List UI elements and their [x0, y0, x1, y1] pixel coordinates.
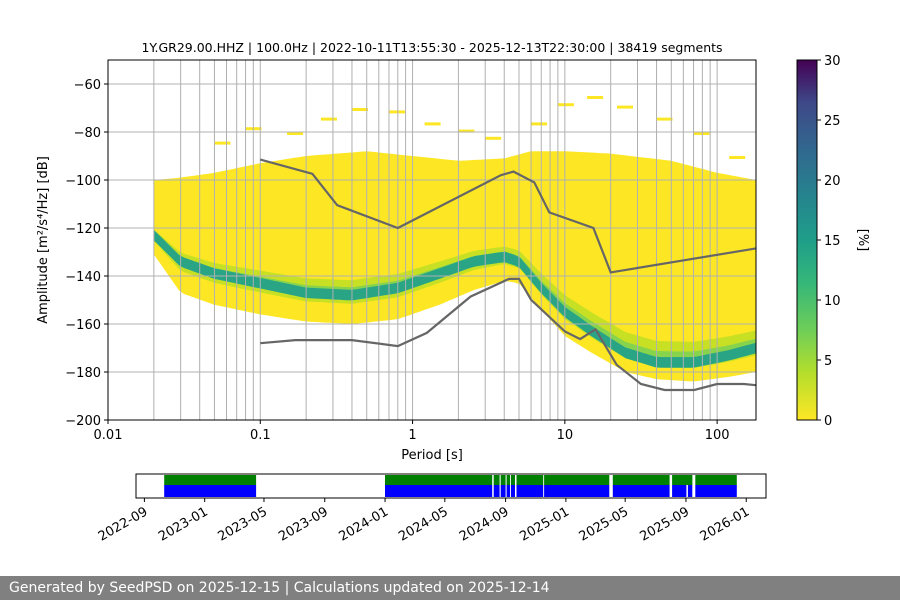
timeline-data-span — [672, 485, 687, 497]
density-outlier — [214, 141, 231, 145]
y-tick-label: −60 — [74, 78, 101, 93]
density-outlier — [617, 105, 633, 109]
timeline-tick-label: 2024-05 — [396, 504, 451, 544]
timeline-data-span — [695, 485, 737, 497]
grid-lines — [108, 60, 756, 421]
plot-frame — [107, 59, 757, 421]
colorbar-tick-label: 15 — [824, 234, 841, 249]
timeline-ticks: 2022-09 2023-01 2023-05 2023-09 2024-01 2024-… — [96, 498, 752, 545]
timeline-tick-label: 2023-09 — [276, 504, 331, 544]
timeline-data-span — [493, 485, 500, 497]
colorbar-tick-label: 30 — [824, 54, 841, 69]
timeline-tick-label: 2024-01 — [336, 504, 391, 544]
density-outlier — [352, 108, 368, 111]
density-outlier — [587, 96, 604, 99]
timeline-processed-span — [672, 475, 693, 485]
timeline-processed-span — [500, 475, 506, 485]
timeline-tick-label: 2025-01 — [517, 504, 572, 544]
density-outlier — [485, 136, 502, 140]
y-tick-label: −120 — [65, 222, 101, 237]
timeline-tick-label: 2023-05 — [215, 504, 270, 544]
timeline-tick-label: 2026-01 — [698, 504, 753, 544]
density-outlier — [320, 117, 337, 121]
timeline-processed-span — [612, 475, 670, 485]
x-tick-label: 0.01 — [94, 428, 123, 443]
colorbar-tick-label: 10 — [824, 294, 841, 309]
x-tick-label: 10 — [557, 428, 574, 443]
timeline-data-span — [385, 485, 493, 497]
x-tick-label: 100 — [705, 428, 730, 443]
timeline-data-span — [511, 485, 515, 497]
timeline-processed-span — [516, 475, 544, 485]
footer-text: Generated by SeedPSD on 2025-12-15 | Cal… — [9, 580, 550, 596]
y-tick-label: −200 — [65, 414, 101, 429]
colorbar-ticks: 0 5 10 15 20 25 30 — [817, 54, 841, 429]
density-outlier — [656, 117, 673, 121]
x-tick-label: 1 — [408, 428, 416, 443]
colorbar-tick-label: 20 — [824, 174, 841, 189]
timeline-tick-label: 2025-05 — [577, 504, 632, 544]
density-outlier — [531, 122, 548, 126]
colorbar-label: [%] — [855, 229, 870, 252]
density-outlier — [458, 129, 475, 133]
x-axis-ticks: 0.01 0.1 1 10 100 — [94, 420, 730, 443]
timeline-tick-label: 2025-09 — [637, 504, 692, 544]
series-line-1 — [260, 277, 756, 392]
density-outlier — [729, 156, 746, 159]
density-outlier — [693, 132, 710, 135]
colorbar — [796, 59, 818, 421]
footer-bar: Generated by SeedPSD on 2025-12-15 | Cal… — [0, 576, 900, 600]
density-outlier — [287, 132, 304, 135]
x-tick-label: 0.1 — [250, 428, 271, 443]
timeline-processed-span — [511, 475, 515, 485]
density-outlier — [424, 122, 441, 126]
colorbar-tick-label: 25 — [824, 114, 841, 129]
timeline-data-span — [506, 485, 511, 497]
timeline-processed-span — [385, 475, 493, 485]
series-line-0 — [260, 158, 756, 274]
y-tick-label: −180 — [65, 366, 101, 381]
y-tick-label: −160 — [65, 318, 101, 333]
timeline-tick-label: 2024-09 — [457, 504, 512, 544]
timeline-processed-span — [695, 475, 737, 485]
timeline-processed-span — [544, 475, 610, 485]
y-axis-ticks: −200 −180 −160 −140 −120 −100 −80 −60 — [65, 78, 108, 429]
data-availability-timeline — [164, 475, 737, 497]
x-axis-label: Period [s] — [401, 448, 463, 463]
density-outlier — [557, 103, 574, 107]
timeline-data-span — [687, 485, 693, 497]
psd-figure: 1Y.GR29.00.HHZ | 100.0Hz | 2022-10-11T13… — [36, 40, 870, 545]
colorbar-tick-label: 0 — [824, 414, 832, 429]
timeline-data-span — [500, 485, 506, 497]
y-tick-label: −100 — [65, 174, 101, 189]
timeline-data-span — [516, 485, 544, 497]
timeline-data-span — [612, 485, 670, 497]
colorbar-tick-label: 5 — [824, 354, 832, 369]
density-band — [153, 229, 756, 352]
chart-title: 1Y.GR29.00.HHZ | 100.0Hz | 2022-10-11T13… — [141, 40, 722, 55]
density-outlier — [389, 110, 405, 114]
timeline-data-span — [164, 485, 257, 497]
timeline-frame — [135, 473, 767, 499]
timeline-processed-span — [506, 475, 511, 485]
timeline-tick-label: 2022-09 — [96, 504, 151, 544]
psd-density-map — [153, 96, 756, 382]
timeline-data-span — [544, 485, 610, 497]
noise-model-curves — [260, 158, 756, 392]
timeline-processed-span — [164, 475, 257, 485]
timeline-tick-label: 2023-01 — [156, 504, 211, 544]
timeline-processed-span — [493, 475, 500, 485]
y-tick-label: −140 — [65, 270, 101, 285]
y-tick-label: −80 — [74, 126, 101, 141]
y-axis-label: Amplitude [m²/s⁴/Hz] [dB] — [36, 156, 51, 324]
